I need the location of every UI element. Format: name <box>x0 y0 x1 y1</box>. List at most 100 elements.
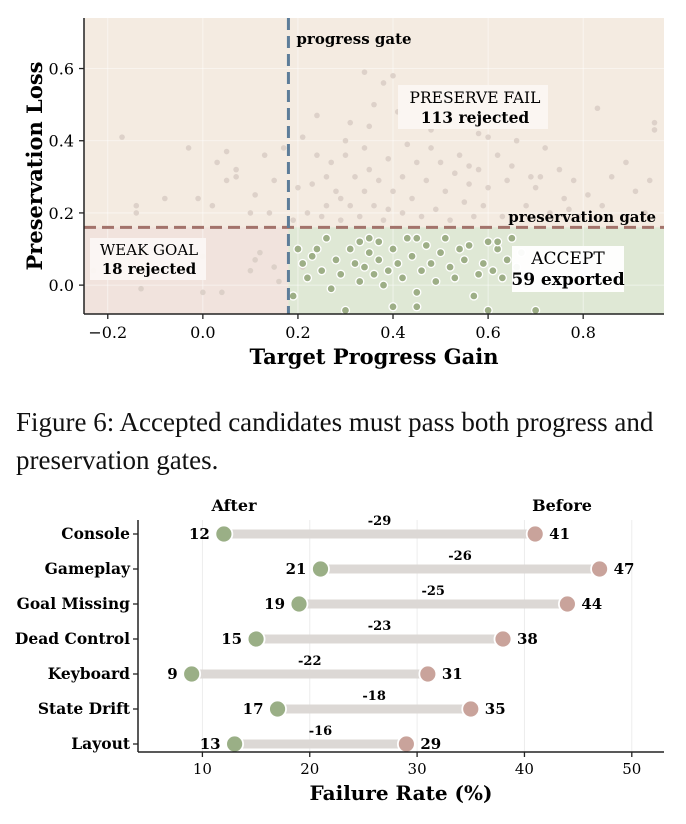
rejected-point <box>271 177 277 184</box>
before-value-label: 41 <box>549 525 570 543</box>
accept-box <box>512 246 624 292</box>
rejected-point <box>632 188 639 195</box>
accepted-point <box>364 233 374 243</box>
x-tick-label: 0.4 <box>380 323 405 342</box>
category-label: Dead Control <box>15 629 130 648</box>
before-value-label: 47 <box>614 560 635 578</box>
rejected-point <box>404 141 411 148</box>
category-label: Console <box>61 524 130 543</box>
accepted-point <box>359 262 370 272</box>
rejected-point <box>646 177 653 184</box>
rejected-point <box>223 148 230 155</box>
rejected-point <box>371 202 377 209</box>
accepted-point <box>445 262 455 272</box>
rejected-point <box>133 210 140 216</box>
rejected-point <box>271 264 277 270</box>
y-axis-label: Preservation Loss <box>22 62 47 271</box>
rejected-point <box>214 159 220 166</box>
rejected-point <box>413 159 420 166</box>
x-tick-label: −0.2 <box>88 323 127 342</box>
accepted-point <box>302 273 313 283</box>
accepted-point <box>340 305 351 316</box>
rejected-point <box>304 210 311 216</box>
rejected-point <box>447 217 453 223</box>
rejected-point <box>252 257 258 263</box>
accept-count: 59 exported <box>511 270 624 290</box>
accepted-point <box>483 237 493 247</box>
delta-label: -26 <box>448 549 472 564</box>
rejected-point <box>371 101 377 108</box>
accepted-point <box>431 276 441 287</box>
rejected-point <box>314 112 320 119</box>
rejected-point <box>309 181 315 187</box>
category-label: Layout <box>71 734 131 753</box>
accepted-point <box>355 237 365 247</box>
rejected-point <box>594 105 601 112</box>
before-value-label: 29 <box>420 735 441 753</box>
rejected-point <box>399 210 406 216</box>
accepted-point <box>298 258 308 269</box>
rejected-point <box>119 134 125 140</box>
accepted-point <box>331 255 341 265</box>
accepted-point <box>288 291 298 301</box>
after-point <box>289 594 309 614</box>
after-value-label: 19 <box>264 595 285 613</box>
rejected-point <box>485 184 491 191</box>
accepted-point <box>317 266 327 276</box>
accepted-point <box>416 266 427 276</box>
accepted-point <box>492 237 503 247</box>
rejected-point <box>390 188 396 195</box>
rejected-point <box>532 184 539 191</box>
rejected-point <box>361 145 368 151</box>
accepted-point <box>502 255 512 265</box>
rejected-point <box>561 195 567 202</box>
after-value-label: 13 <box>200 735 221 753</box>
rejected-point <box>337 217 344 223</box>
delta-label: -22 <box>298 654 322 669</box>
rejected-point <box>290 217 296 223</box>
rejected-point <box>366 123 373 130</box>
rejected-point <box>642 210 648 216</box>
rejected-point <box>233 174 239 180</box>
accepted-point <box>388 302 398 312</box>
rejected-point <box>337 195 344 202</box>
rejected-point <box>390 72 396 79</box>
accepted-point <box>469 291 479 301</box>
rejected-point <box>219 289 225 296</box>
accepted-point <box>488 266 498 276</box>
delta-label: -23 <box>368 619 392 634</box>
accepted-point <box>454 244 465 254</box>
accepted-point <box>412 287 422 297</box>
accepted-point <box>530 305 541 316</box>
x-axis-label: Target Progress Gain <box>249 344 498 369</box>
before-point <box>493 629 513 649</box>
rejected-point <box>485 134 491 140</box>
y-tick-label: 0.6 <box>49 60 74 79</box>
rejected-point <box>471 213 477 220</box>
before-point <box>590 559 609 579</box>
rejected-point <box>608 174 615 180</box>
x-tick-label: 40 <box>515 760 534 778</box>
rejected-point <box>342 137 349 144</box>
rejected-point <box>233 166 239 173</box>
delta-label: -18 <box>362 689 386 704</box>
before-value-label: 44 <box>581 595 602 613</box>
x-tick-label: 20 <box>300 760 319 778</box>
accepted-point <box>350 258 360 269</box>
accepted-point <box>426 258 436 269</box>
rejected-point <box>504 177 510 184</box>
before-point <box>418 664 438 684</box>
rejected-point <box>356 213 363 220</box>
rejected-point <box>257 249 263 256</box>
rejected-point <box>261 152 268 158</box>
after-value-label: 15 <box>221 630 242 648</box>
rejected-point <box>323 174 330 180</box>
accepted-point <box>435 247 446 258</box>
scatter-plot-area: progress gate preservation gate PRESERVE F… <box>49 18 664 342</box>
rejected-point <box>133 202 140 209</box>
accepted-point <box>478 258 488 269</box>
rejected-point <box>299 134 306 140</box>
rejected-point <box>266 210 273 216</box>
accepted-point <box>393 258 403 269</box>
rejected-point <box>475 166 482 173</box>
